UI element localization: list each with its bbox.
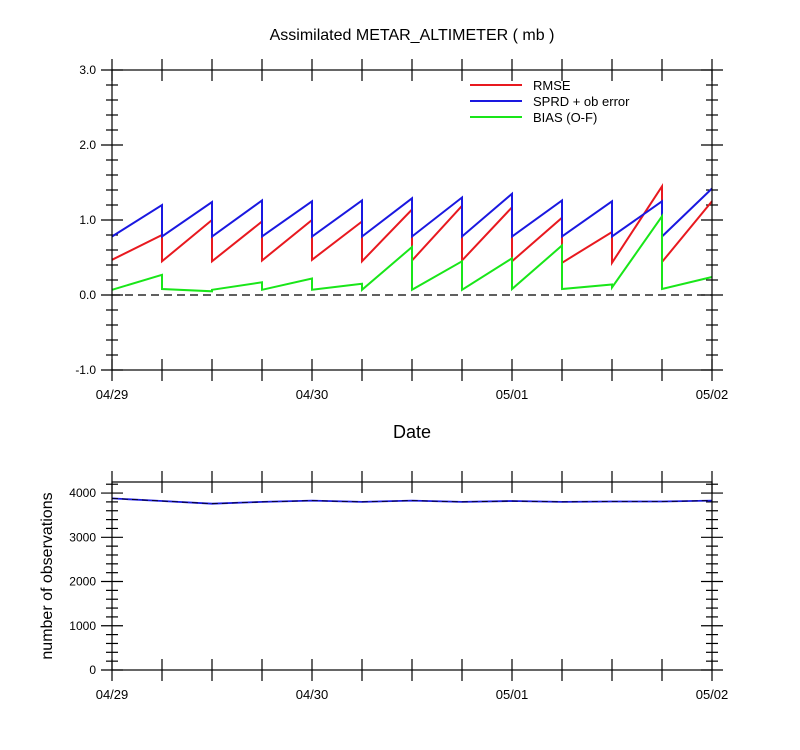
- observations-chart: 0 1000 2000 3000 4000 04/29 04/30 05/01 05/02 n…: [39, 471, 728, 702]
- y-tick-label: 2.0: [79, 138, 96, 152]
- y-tick-label: 0: [89, 663, 96, 677]
- y-tick-label: 2000: [69, 575, 96, 589]
- y-tick-label: 3000: [69, 530, 96, 544]
- top-series: [111, 182, 713, 293]
- x-axis-label: Date: [393, 422, 431, 442]
- chart-title: Assimilated METAR_ALTIMETER ( mb ): [270, 27, 555, 44]
- x-tick-label: 04/30: [296, 687, 329, 702]
- bottom-x-tick-labels: 04/29 04/30 05/01 05/02: [96, 687, 729, 702]
- y-tick-label: -1.0: [75, 363, 96, 377]
- observations-line-overlay: [111, 498, 713, 505]
- x-tick-label: 05/01: [496, 687, 529, 702]
- y-tick-label: 4000: [69, 486, 96, 500]
- y-tick-label: 1.0: [79, 213, 96, 227]
- legend-label: SPRD + ob error: [533, 94, 630, 109]
- x-tick-label: 04/29: [96, 387, 129, 402]
- x-tick-label: 05/01: [496, 387, 529, 402]
- bottom-series: [111, 497, 713, 505]
- y-tick-label: 1000: [69, 619, 96, 633]
- series-line-sprd-ob-error: [111, 187, 713, 239]
- x-tick-label: 05/02: [696, 387, 729, 402]
- legend-label: RMSE: [533, 78, 571, 93]
- bottom-y-tick-labels: 0 1000 2000 3000 4000: [69, 486, 96, 677]
- rmse-chart: Assimilated METAR_ALTIMETER ( mb ) -1.00…: [75, 27, 728, 442]
- y-tick-label: 3.0: [79, 63, 96, 77]
- x-tick-label: 04/30: [296, 387, 329, 402]
- y-axis-label: number of observations: [39, 492, 56, 659]
- legend-label: BIAS (O-F): [533, 110, 597, 125]
- top-y-tick-labels: -1.0 0.0 1.0 2.0 3.0: [75, 63, 96, 377]
- x-tick-label: 04/29: [96, 687, 129, 702]
- bottom-plot-frame: [111, 481, 713, 671]
- series-line-bias-o-f: [111, 213, 713, 293]
- top-x-tick-labels: 04/29 04/30 05/01 05/02: [96, 387, 729, 402]
- x-tick-label: 05/02: [696, 687, 729, 702]
- y-tick-label: 0.0: [79, 288, 96, 302]
- top-plot-frame: [111, 69, 713, 371]
